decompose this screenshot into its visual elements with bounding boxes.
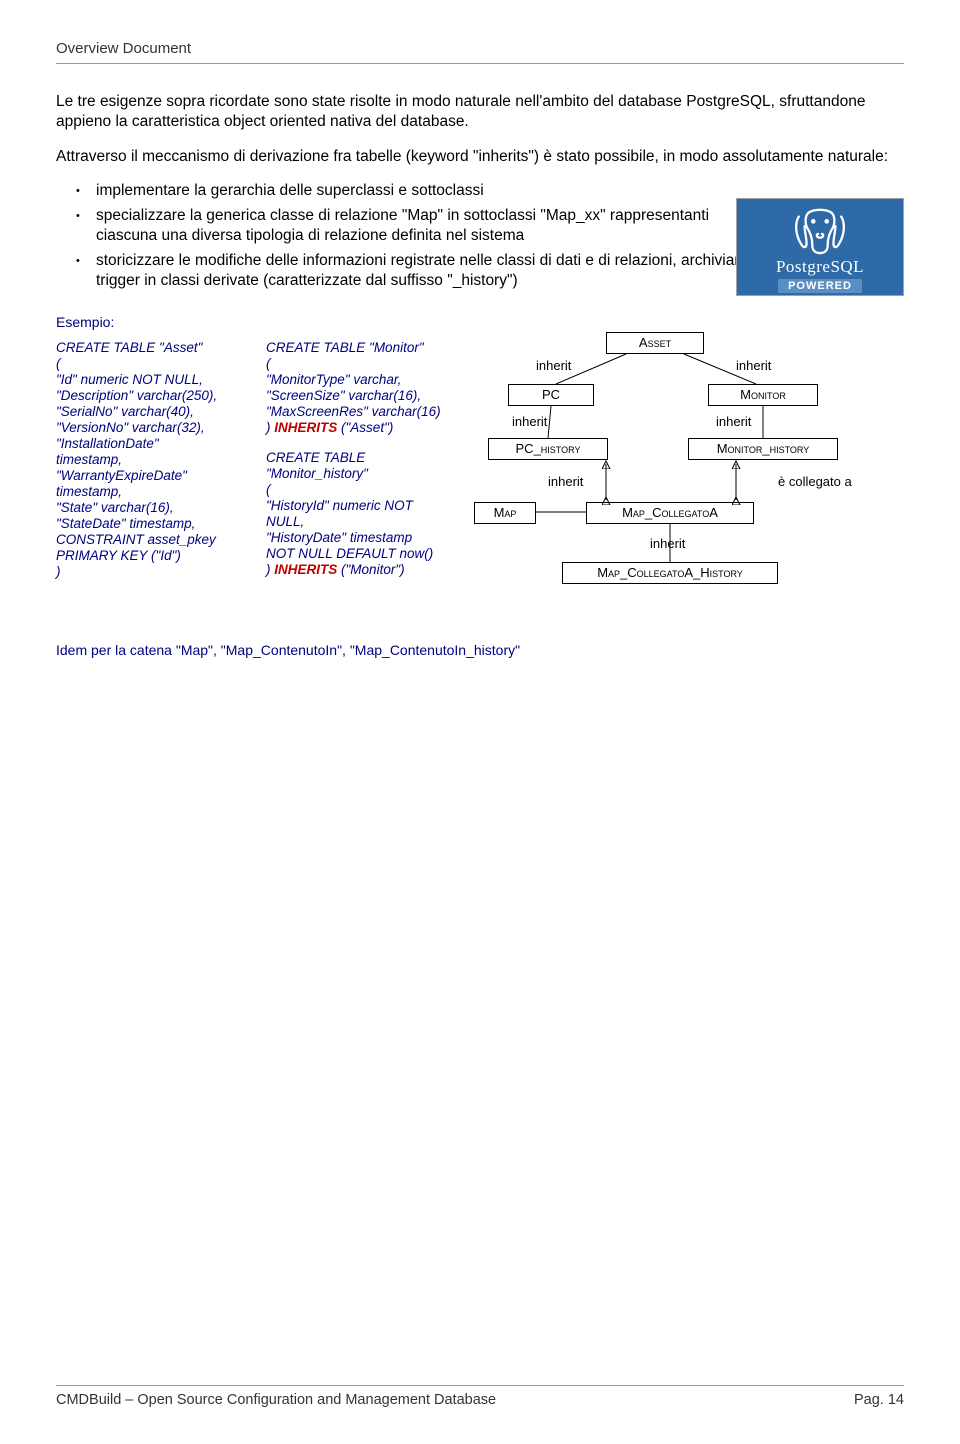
sql3-line: NOT NULL DEFAULT now() bbox=[266, 546, 433, 561]
sql3-line: ( bbox=[266, 482, 271, 497]
sql1-line: "State" varchar(16), bbox=[56, 500, 174, 515]
example-footnote: Idem per la catena "Map", "Map_Contenuto… bbox=[56, 642, 520, 658]
edge-inherit: inherit bbox=[736, 358, 771, 373]
sql3-line: "Monitor_history" bbox=[266, 466, 368, 481]
node-pc-history: PC_history bbox=[488, 438, 608, 460]
node-map-collegatoa-history: Map_CollegatoA_History bbox=[562, 562, 778, 584]
node-monitor-history: Monitor_history bbox=[688, 438, 838, 460]
sql1-line: CONSTRAINT asset_pkey bbox=[56, 532, 216, 547]
sql1-line: CREATE TABLE "Asset" bbox=[56, 340, 202, 355]
node-pc: PC bbox=[508, 384, 594, 406]
edge-inherit: inherit bbox=[716, 414, 751, 429]
sql3-line: "HistoryDate" timestamp bbox=[266, 530, 412, 545]
example-title: Esempio: bbox=[56, 314, 114, 330]
sql1-line: "StateDate" timestamp, bbox=[56, 516, 195, 531]
sql2-line-tail: ("Asset") bbox=[337, 420, 393, 435]
sql3-line: "HistoryId" numeric NOT bbox=[266, 498, 413, 513]
sql1-line: "Id" numeric NOT NULL, bbox=[56, 372, 203, 387]
header-title: Overview Document bbox=[56, 40, 191, 57]
sql2-line: ( bbox=[266, 356, 271, 371]
sql1-line: "SerialNo" varchar(40), bbox=[56, 404, 194, 419]
postgresql-logo: PostgreSQL POWERED bbox=[736, 198, 904, 296]
sql2-line: "MonitorType" varchar, bbox=[266, 372, 401, 387]
node-map: Map bbox=[474, 502, 536, 524]
paragraph-2: Attraverso il meccanismo di derivazione … bbox=[56, 147, 904, 167]
example-figure: Esempio: CREATE TABLE "Asset" ( "Id" num… bbox=[56, 314, 904, 674]
edge-inherit: inherit bbox=[548, 474, 583, 489]
sql2-line: "ScreenSize" varchar(16), bbox=[266, 388, 421, 403]
sql1-line: "VersionNo" varchar(32), bbox=[56, 420, 205, 435]
node-map-collegatoa: Map_CollegatoA bbox=[586, 502, 754, 524]
sql2-line: "MaxScreenRes" varchar(16) bbox=[266, 404, 441, 419]
sql1-line: ( bbox=[56, 356, 61, 371]
edge-inherit: inherit bbox=[512, 414, 547, 429]
sql2-line-paren: ) bbox=[266, 420, 274, 435]
sql3-line: NULL, bbox=[266, 514, 304, 529]
sql1-line: "Description" varchar(250), bbox=[56, 388, 217, 403]
sql3-line-tail: ("Monitor") bbox=[337, 562, 404, 577]
edge-collegato: è collegato a bbox=[778, 474, 852, 489]
sql1-line: "InstallationDate" bbox=[56, 436, 159, 451]
inherits-keyword: INHERITS bbox=[274, 420, 337, 435]
node-asset: Asset bbox=[606, 332, 704, 354]
sql3-line: ) INHERITS ("Monitor") bbox=[266, 562, 405, 577]
elephant-icon bbox=[789, 205, 851, 255]
node-monitor: Monitor bbox=[708, 384, 818, 406]
footer-right: Pag. 14 bbox=[854, 1392, 904, 1408]
sql1-line: PRIMARY KEY ("Id") bbox=[56, 548, 181, 563]
sql2-line: ) INHERITS ("Asset") bbox=[266, 420, 393, 435]
logo-text-2: POWERED bbox=[778, 279, 862, 293]
diagram-edges bbox=[56, 314, 904, 674]
sql3-line: CREATE TABLE bbox=[266, 450, 365, 465]
logo-text-1: PostgreSQL bbox=[776, 257, 864, 277]
page-footer: CMDBuild – Open Source Configuration and… bbox=[56, 1385, 904, 1408]
edge-inherit: inherit bbox=[536, 358, 571, 373]
sql1-line: ) bbox=[56, 564, 61, 579]
page-header: Overview Document bbox=[56, 40, 904, 64]
paragraph-1: Le tre esigenze sopra ricordate sono sta… bbox=[56, 92, 904, 133]
sql1-line: "WarrantyExpireDate" bbox=[56, 468, 187, 483]
sql3-line-paren: ) bbox=[266, 562, 274, 577]
sql2-line: CREATE TABLE "Monitor" bbox=[266, 340, 424, 355]
sql1-line: timestamp, bbox=[56, 484, 122, 499]
sql1-line: timestamp, bbox=[56, 452, 122, 467]
edge-inherit: inherit bbox=[650, 536, 685, 551]
footer-left: CMDBuild – Open Source Configuration and… bbox=[56, 1392, 496, 1408]
inherits-keyword: INHERITS bbox=[274, 562, 337, 577]
